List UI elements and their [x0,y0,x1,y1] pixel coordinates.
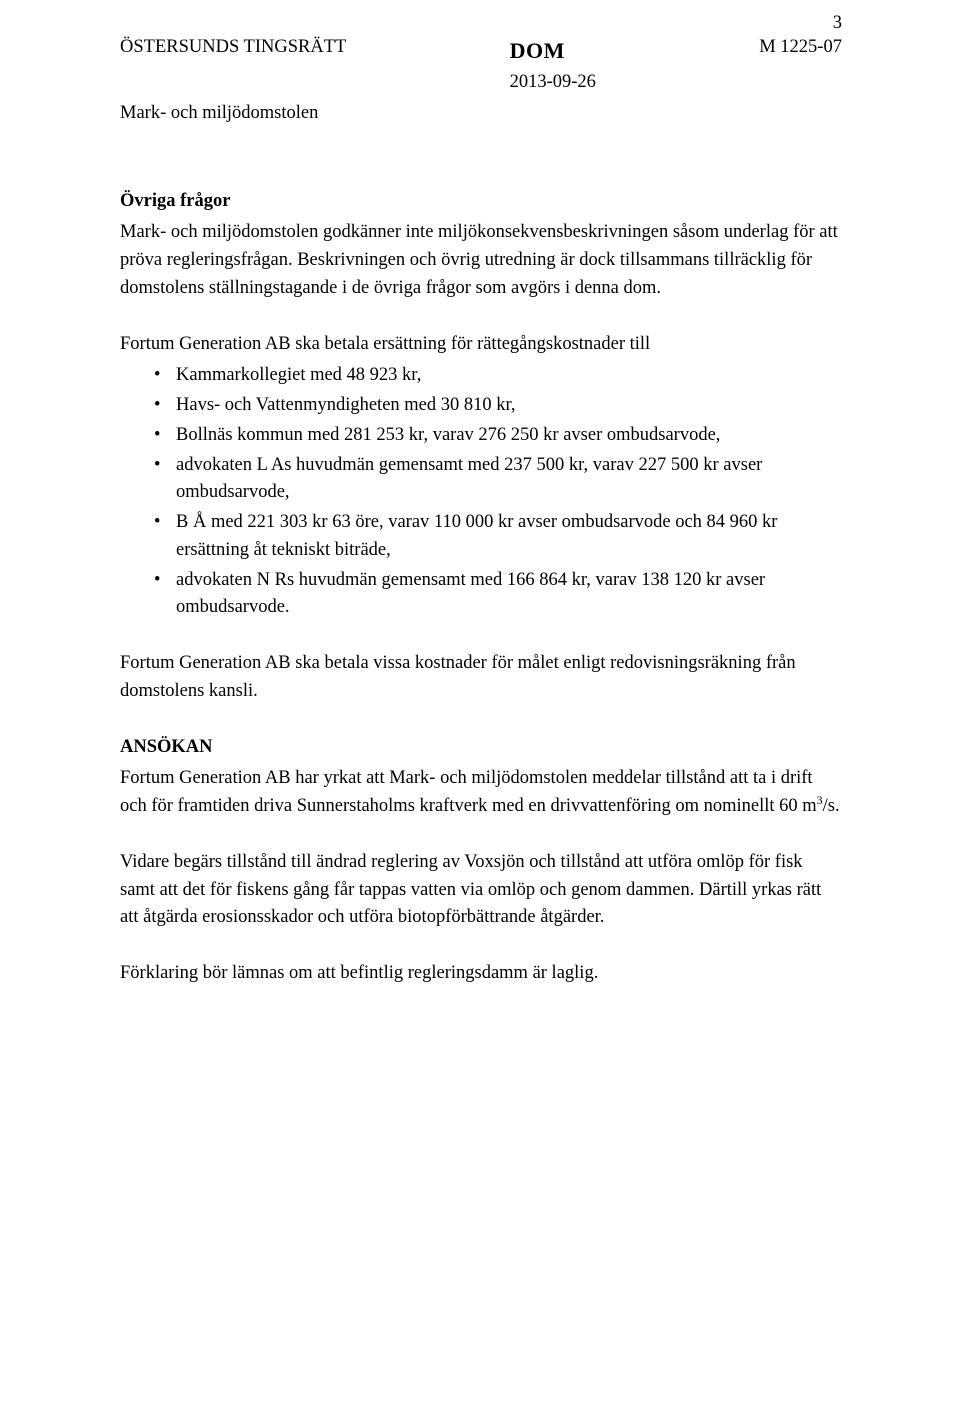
section-heading-ovriga: Övriga frågor [120,188,842,216]
list-item: Kammarkollegiet med 48 923 kr, [154,362,842,390]
ansokan-para-2: Vidare begärs tillstånd till ändrad regl… [120,849,842,932]
ansokan-p1-text-b: /s. [823,796,840,816]
list-item: B Å med 221 303 kr 63 öre, varav 110 000… [154,509,842,565]
section-heading-ansokan: ANSÖKAN [120,734,842,762]
list-item: advokaten L As huvudmän gemensamt med 23… [154,452,842,508]
court-name: ÖSTERSUNDS TINGSRÄTT [120,34,346,62]
document-header: ÖSTERSUNDS TINGSRÄTT DOM 2013-09-26 M 12… [120,34,842,97]
ansokan-p1-text-a: Fortum Generation AB har yrkat att Mark-… [120,768,817,816]
page-number: 3 [833,10,842,38]
list-item: Bollnäs kommun med 281 253 kr, varav 276… [154,422,842,450]
doc-date: 2013-09-26 [510,69,596,97]
list-item: advokaten N Rs huvudmän gemensamt med 16… [154,567,842,623]
costs-list: Kammarkollegiet med 48 923 kr, Havs- och… [120,362,842,622]
court-department: Mark- och miljödomstolen [120,100,842,128]
costs-intro: Fortum Generation AB ska betala ersättni… [120,331,842,359]
case-number: M 1225-07 [759,34,842,62]
ansokan-para-3: Förklaring bör lämnas om att befintlig r… [120,960,842,988]
post-costs-para: Fortum Generation AB ska betala vissa ko… [120,650,842,706]
list-item: Havs- och Vattenmyndigheten med 30 810 k… [154,392,842,420]
doc-type: DOM [510,34,596,67]
ansokan-para-1: Fortum Generation AB har yrkat att Mark-… [120,765,842,821]
section-para-ovriga: Mark- och miljödomstolen godkänner inte … [120,219,842,302]
